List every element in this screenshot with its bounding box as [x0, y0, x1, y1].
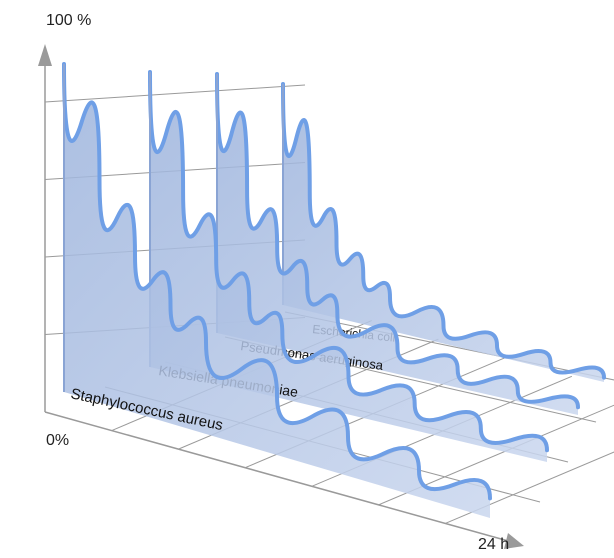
- series-line-4: [281, 82, 606, 380]
- series-line-2: [148, 70, 549, 453]
- x-axis-arrow: [504, 533, 524, 549]
- y-axis-bottom-label: 0%: [46, 432, 70, 449]
- series-area-1: [64, 64, 490, 518]
- series-area-4: [283, 84, 604, 382]
- series-line-3: [215, 72, 580, 410]
- y-axis-arrow: [38, 44, 52, 66]
- floor-grid-line-3: [224, 336, 597, 423]
- grid-line-level-4: [44, 84, 306, 103]
- x-axis-label: 24 h: [478, 536, 510, 553]
- axes: [38, 44, 524, 549]
- series-area-3: [217, 74, 578, 415]
- x-axis-line: [44, 411, 513, 543]
- y-axis-top-label: 100 %: [46, 12, 92, 29]
- series-line-1: [62, 62, 492, 501]
